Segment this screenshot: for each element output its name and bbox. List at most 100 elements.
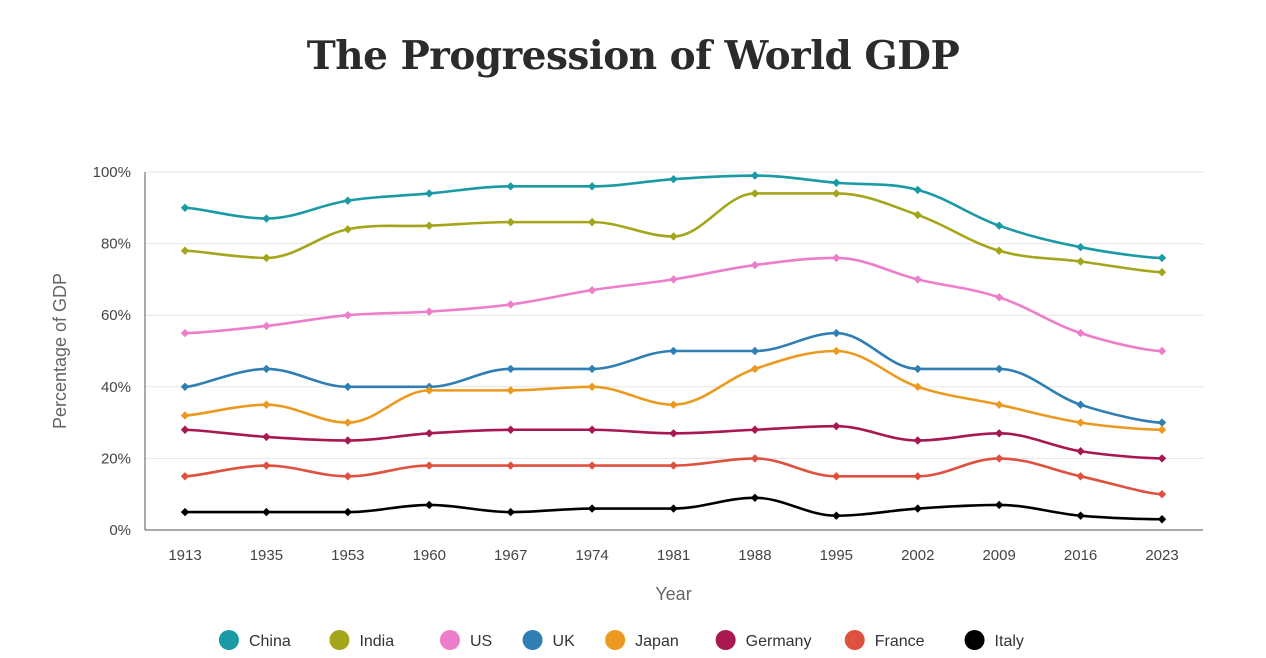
legend-label-us: US (470, 633, 492, 650)
data-point-italy (669, 504, 678, 513)
chart-title: The Progression of World GDP (306, 33, 960, 79)
data-point-us (1076, 328, 1085, 338)
y-tick-label: 60% (101, 307, 131, 324)
legend-item-us: US (439, 630, 492, 650)
data-point-germany (180, 425, 190, 434)
data-point-china (1076, 242, 1085, 252)
data-point-india (587, 217, 597, 227)
series-lines (180, 171, 1167, 524)
legend-item-germany: Germany (715, 630, 812, 650)
data-point-india (1076, 257, 1085, 266)
data-point-italy (1157, 515, 1167, 524)
data-point-japan (343, 418, 353, 427)
data-point-japan (180, 411, 190, 420)
x-tick-label: 1967 (494, 547, 527, 564)
x-tick-label: 1988 (738, 547, 771, 564)
data-point-france (1076, 472, 1085, 481)
data-point-germany (1157, 454, 1167, 463)
data-point-us (425, 307, 434, 316)
legend-swatch-india (329, 630, 350, 650)
data-point-uk (994, 364, 1004, 374)
data-point-germany (832, 421, 841, 431)
x-tick-label: 2023 (1145, 547, 1178, 564)
series-us (180, 253, 1167, 356)
data-point-italy (913, 504, 922, 513)
data-point-us (913, 275, 922, 284)
data-point-china (343, 196, 353, 205)
data-point-japan (425, 386, 434, 395)
data-point-germany (669, 429, 678, 438)
gridlines (145, 171, 1203, 459)
data-point-india (994, 246, 1004, 255)
data-point-germany (994, 429, 1004, 438)
series-line-japan (183, 349, 1164, 432)
legend-item-italy: Italy (964, 630, 1024, 650)
series-france (180, 454, 1167, 499)
data-point-us (506, 300, 515, 309)
series-uk (180, 328, 1167, 427)
data-point-india (180, 246, 190, 255)
legend-label-uk: UK (553, 633, 576, 650)
data-point-germany (262, 432, 271, 442)
legend-label-germany: Germany (746, 633, 812, 650)
x-tick-label: 2009 (982, 547, 1015, 564)
data-point-japan (587, 382, 597, 391)
x-tick-label: 2002 (901, 547, 934, 564)
data-point-us (750, 260, 760, 270)
data-point-china (832, 178, 841, 187)
data-point-germany (750, 425, 760, 434)
y-tick-label: 40% (101, 379, 131, 396)
data-point-italy (750, 493, 760, 502)
series-india (180, 189, 1167, 277)
data-point-uk (343, 382, 353, 391)
data-point-uk (1157, 418, 1167, 427)
data-point-japan (994, 400, 1004, 409)
data-point-uk (262, 364, 271, 374)
data-point-uk (180, 382, 190, 391)
legend-label-italy: Italy (995, 633, 1024, 650)
series-germany (180, 421, 1167, 463)
y-tick-label: 100% (93, 164, 131, 181)
data-point-uk (506, 364, 515, 374)
data-point-uk (750, 346, 760, 356)
axes (144, 172, 1203, 531)
x-tick-label: 1981 (657, 547, 690, 564)
legend-swatch-germany (715, 630, 736, 650)
data-point-china (506, 182, 515, 191)
data-point-japan (913, 382, 922, 391)
data-point-china (669, 174, 678, 184)
legend-swatch-italy (964, 630, 985, 650)
data-point-france (994, 454, 1004, 463)
data-point-us (180, 328, 190, 338)
legend-swatch-france (844, 630, 865, 650)
data-point-india (425, 221, 434, 230)
legend-item-india: India (329, 630, 394, 650)
data-point-china (750, 171, 760, 180)
data-point-japan (1157, 425, 1167, 434)
data-point-italy (587, 504, 597, 513)
x-tick-label: 1953 (331, 547, 364, 564)
data-point-uk (1076, 400, 1085, 409)
data-point-france (750, 454, 760, 463)
data-point-us (343, 311, 353, 320)
legend-item-uk: UK (522, 630, 576, 650)
legend-item-france: France (844, 630, 925, 650)
data-point-france (262, 461, 271, 470)
series-line-us (183, 256, 1164, 353)
data-point-uk (832, 328, 841, 338)
data-point-france (832, 472, 841, 481)
data-point-france (587, 461, 597, 470)
data-point-china (262, 214, 271, 223)
data-point-france (180, 472, 190, 481)
data-point-italy (262, 507, 271, 517)
data-point-us (1157, 346, 1167, 356)
data-point-italy (180, 507, 190, 517)
data-point-italy (506, 507, 515, 517)
series-italy (180, 493, 1167, 524)
data-point-india (750, 189, 760, 198)
legend-swatch-uk (522, 630, 543, 650)
data-point-china (1157, 253, 1167, 263)
x-tick-labels: 1913 1935 1953 1960 1967 1974 1981 1988 1995 2002… (168, 547, 1178, 564)
data-point-japan (506, 386, 515, 395)
